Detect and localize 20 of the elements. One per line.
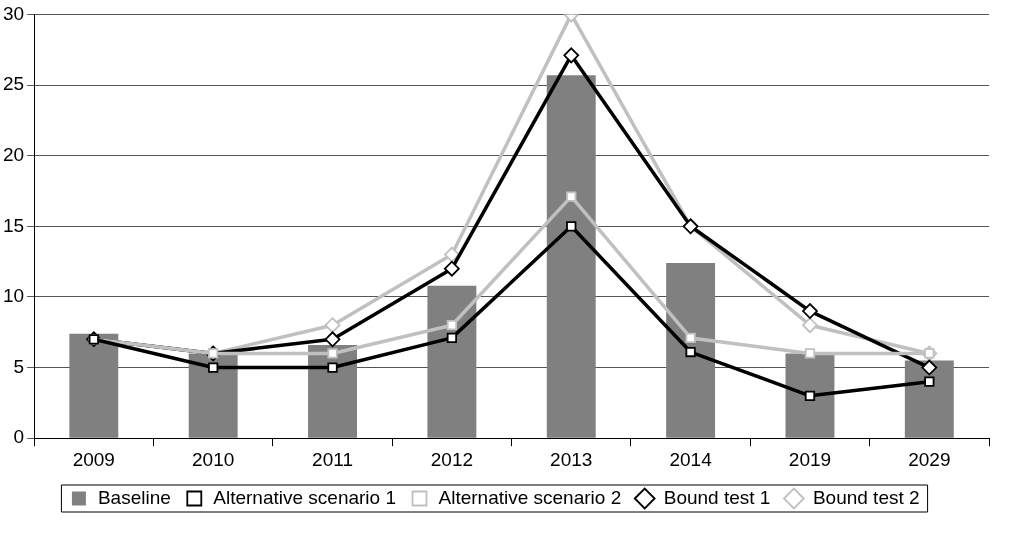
x-tick-label: 2009 [72,448,115,470]
legend-label: Bound test 1 [663,486,771,508]
y-tick-label: 25 [2,73,25,95]
y-tick-label: 5 [13,355,25,377]
y-tick-label: 20 [2,143,25,165]
x-tick-label: 2012 [430,448,474,470]
x-tick-label: 2019 [788,448,832,470]
x-tick-label: 2029 [908,448,951,470]
y-tick-label: 0 [13,426,25,448]
y-tick-label: 30 [2,2,25,24]
legend-label: Alternative scenario 1 [213,486,397,508]
y-tick-label: 15 [2,214,25,236]
y-tick-label: 10 [2,285,25,307]
x-tick-label: 2011 [312,448,353,470]
legend-label: Baseline [97,486,171,508]
x-tick-label: 2014 [669,448,713,470]
x-tick-label: 2010 [192,448,235,470]
legend-label: Bound test 2 [812,486,920,508]
x-tick-label: 2013 [550,448,593,470]
legend-label: Alternative scenario 2 [438,486,622,508]
